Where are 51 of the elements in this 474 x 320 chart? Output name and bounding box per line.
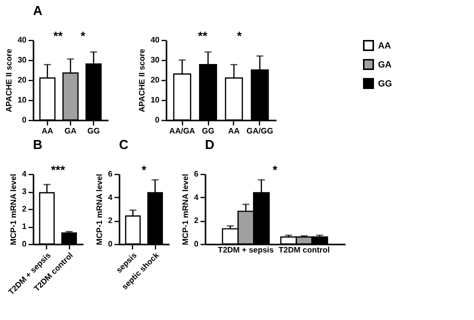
x-tick-label: AA [42, 126, 54, 136]
x-tick-label: T2DM control [278, 246, 330, 254]
y-tick-label: 1 [22, 222, 28, 231]
y-tick-label: 6 [194, 170, 200, 178]
y-tick-label: 2 [108, 216, 114, 226]
annotation: * [142, 163, 147, 177]
annotation: * [80, 29, 86, 43]
y-tick-label: 0 [22, 116, 28, 124]
annotation: ** [53, 29, 63, 43]
annotation: ** [198, 29, 208, 43]
y-tick-label: 4 [194, 192, 200, 202]
y-tick-label: 2 [22, 204, 28, 214]
x-tick-label: GA/GG [246, 126, 274, 136]
y-tick-label: 30 [150, 56, 160, 64]
chart-title: D [205, 137, 214, 152]
y-axis-title: APACHE II score [138, 48, 147, 112]
x-tick-label: T2DM + sepsis [218, 246, 274, 254]
legend-label: GG [378, 78, 392, 88]
y-tick-label: 3 [22, 187, 28, 196]
annotation: * [272, 163, 278, 177]
y-tick-label: 30 [18, 56, 28, 64]
y-tick-label: 0 [155, 116, 160, 124]
chart-title: B [33, 137, 42, 152]
y-tick-label: 6 [108, 170, 114, 178]
annotation: *** [50, 163, 66, 177]
x-tick-label: GG [202, 126, 214, 136]
chart-title: A [33, 3, 43, 18]
y-tick-label: 40 [150, 36, 160, 44]
y-tick-label: 40 [18, 36, 28, 44]
y-tick-label: 10 [150, 96, 160, 104]
x-tick-label: AA [228, 126, 240, 136]
y-tick-label: 0 [22, 240, 28, 248]
y-axis-title: APACHE II score [4, 48, 14, 112]
x-tick-label: GG [87, 126, 100, 136]
x-tick-label: AA/GA [169, 126, 196, 136]
y-tick-label: 4 [22, 170, 28, 178]
y-tick-label: 0 [194, 240, 200, 248]
y-tick-label: 0 [108, 240, 114, 248]
y-axis-title: MCP-1 mRNA level [9, 174, 18, 246]
annotation: * [236, 29, 242, 43]
y-tick-label: 4 [108, 192, 114, 202]
y-tick-label: 10 [18, 96, 28, 104]
chart-title: C [119, 137, 129, 152]
y-tick-label: 2 [194, 216, 200, 226]
legend-label: GA [378, 60, 392, 70]
y-tick-label: 20 [150, 76, 160, 84]
y-axis-title: MCP-1 mRNA level [181, 174, 190, 246]
x-tick-label: GA [64, 126, 77, 136]
legend-label: AA [378, 40, 392, 50]
y-tick-label: 20 [18, 76, 28, 84]
y-axis-title: MCP-1 mRNA level [95, 174, 104, 246]
